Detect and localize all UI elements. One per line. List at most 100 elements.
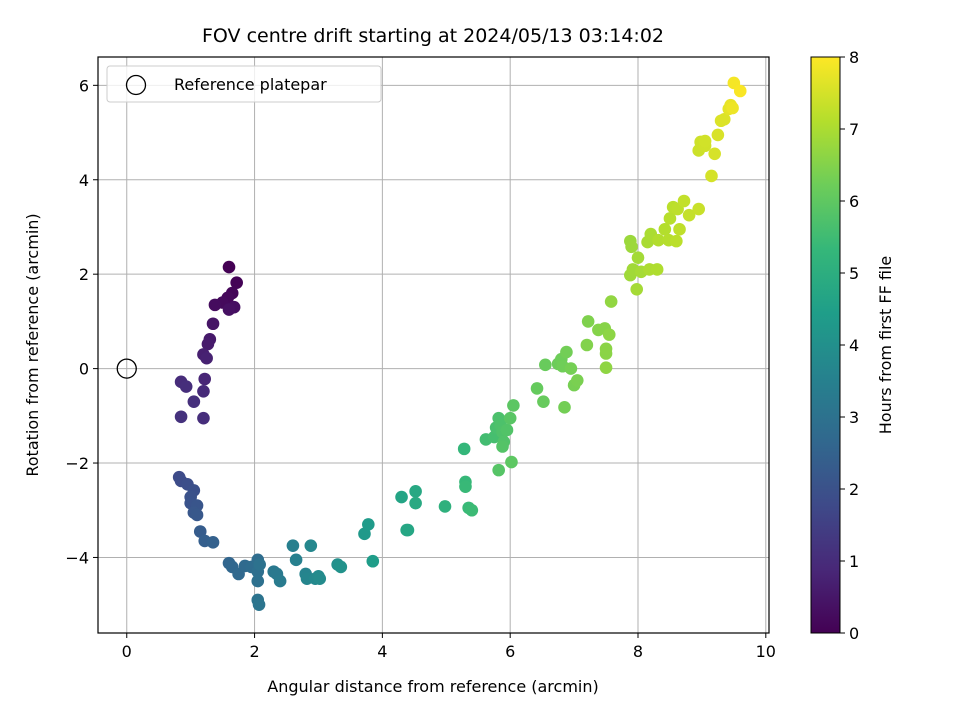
- scatter-points: [172, 76, 747, 611]
- colorbar-tick-label-7: 7: [849, 120, 859, 139]
- y-axis-label: Rotation from reference (arcmin): [23, 213, 42, 476]
- scatter-point-136: [726, 101, 739, 115]
- scatter-point-15: [197, 411, 210, 425]
- scatter-point-19: [174, 410, 188, 424]
- colorbar-gradient: [811, 57, 840, 633]
- scatter-point-5: [208, 298, 222, 312]
- scatter-point-62: [409, 485, 422, 498]
- colorbar-tick-label-5: 5: [849, 264, 859, 283]
- scatter-point-18: [187, 395, 201, 408]
- legend-label-reference: Reference platepar: [174, 75, 327, 94]
- scatter-point-124: [692, 202, 706, 216]
- scatter-point-46: [286, 539, 300, 552]
- scatter-point-58: [366, 554, 380, 568]
- scatter-point-90: [558, 401, 571, 414]
- legend: Reference platepar: [106, 65, 382, 103]
- scatter-point-108: [630, 282, 644, 296]
- scatter-point-77: [500, 423, 514, 437]
- scatter-point-91: [564, 362, 578, 375]
- scatter-point-59: [395, 490, 408, 504]
- scatter-point-13: [198, 372, 212, 386]
- scatter-point-114: [652, 233, 665, 247]
- scatter-point-102: [604, 295, 618, 308]
- colorbar-tick-label-3: 3: [849, 408, 859, 427]
- y-tick-label-1: −2: [65, 454, 89, 473]
- colorbar-tick-label-0: 0: [849, 624, 859, 643]
- colorbar: 0 1 2 3 4 5 6 7 8 Hours from first FF file: [810, 48, 895, 643]
- chart-title: FOV centre drift starting at 2024/05/13 …: [202, 25, 664, 47]
- scatter-point-107: [631, 251, 645, 264]
- scatter-point-12: [200, 351, 213, 365]
- scatter-point-64: [438, 500, 452, 513]
- scatter-point-95: [580, 338, 594, 352]
- scatter-point-133: [717, 113, 731, 126]
- scatter-point-17: [179, 380, 193, 393]
- x-tick-label-3: 6: [505, 642, 515, 661]
- scatter-point-1: [230, 276, 243, 289]
- scatter-point-40: [253, 558, 266, 571]
- scatter-point-53: [313, 572, 327, 586]
- scatter-point-0: [222, 260, 236, 274]
- plot-frame: [97, 56, 770, 634]
- x-tick-label-4: 8: [633, 642, 643, 661]
- x-tick-label-2: 4: [377, 642, 387, 661]
- scatter-point-119: [670, 234, 683, 248]
- y-tick-label-3: 2: [79, 265, 89, 284]
- scatter-point-29: [193, 525, 207, 538]
- scatter-point-31: [206, 536, 220, 549]
- colorbar-tick-label-8: 8: [849, 48, 859, 67]
- scatter-point-104: [625, 240, 638, 254]
- scatter-point-28: [190, 508, 204, 522]
- scatter-point-65: [457, 442, 471, 456]
- scatter-point-128: [698, 134, 712, 148]
- scatter-point-81: [507, 399, 520, 412]
- scatter-point-67: [459, 480, 472, 493]
- scatter-point-123: [682, 208, 696, 222]
- scatter-point-138: [733, 84, 747, 98]
- scatter-point-85: [539, 358, 552, 372]
- scatter-point-42: [252, 598, 266, 611]
- scatter-point-122: [677, 194, 691, 208]
- scatter-point-130: [708, 147, 721, 161]
- scatter-point-93: [570, 374, 584, 387]
- reference-platepar-marker: [116, 358, 137, 379]
- scatter-point-61: [400, 523, 413, 537]
- reference-layer: [116, 358, 137, 379]
- scatter-point-113: [650, 263, 664, 276]
- scatter-point-89: [560, 345, 573, 359]
- scatter-point-7: [222, 303, 236, 316]
- colorbar-label: Hours from first FF file: [876, 256, 895, 435]
- scatter-point-50: [304, 539, 318, 552]
- scatter-point-80: [503, 411, 517, 425]
- scatter-point-39: [251, 574, 265, 588]
- y-tick-label-0: −4: [65, 548, 89, 567]
- scatter-point-121: [673, 223, 686, 236]
- scatter-point-47: [289, 553, 303, 567]
- axis-ticks: 0 2 4 6 8 10 −4 −2 0 2 4 6: [65, 76, 776, 661]
- y-tick-label-2: 0: [79, 360, 89, 379]
- scatter-point-45: [273, 574, 287, 588]
- colorbar-tick-label-1: 1: [849, 552, 859, 571]
- scatter-point-83: [530, 382, 544, 395]
- x-tick-label-0: 0: [122, 642, 132, 661]
- scatter-point-8: [206, 317, 220, 331]
- scatter-point-100: [602, 328, 616, 341]
- colorbar-tick-label-2: 2: [849, 480, 859, 499]
- scatter-point-10: [201, 337, 215, 351]
- y-tick-label-4: 4: [79, 171, 89, 190]
- x-axis-label: Angular distance from reference (arcmin): [267, 677, 598, 696]
- scatter-point-84: [537, 395, 550, 408]
- legend-box: [106, 65, 382, 103]
- scatter-point-63: [409, 496, 422, 510]
- y-tick-label-5: 6: [79, 76, 89, 95]
- scatter-point-117: [663, 212, 677, 225]
- x-tick-label-5: 10: [756, 642, 776, 661]
- scatter-point-129: [705, 169, 718, 183]
- scatter-point-55: [334, 560, 348, 574]
- scatter-point-99: [599, 342, 613, 356]
- x-tick-label-1: 2: [249, 642, 259, 661]
- scatter-point-131: [711, 128, 725, 142]
- colorbar-tick-label-6: 6: [849, 192, 859, 211]
